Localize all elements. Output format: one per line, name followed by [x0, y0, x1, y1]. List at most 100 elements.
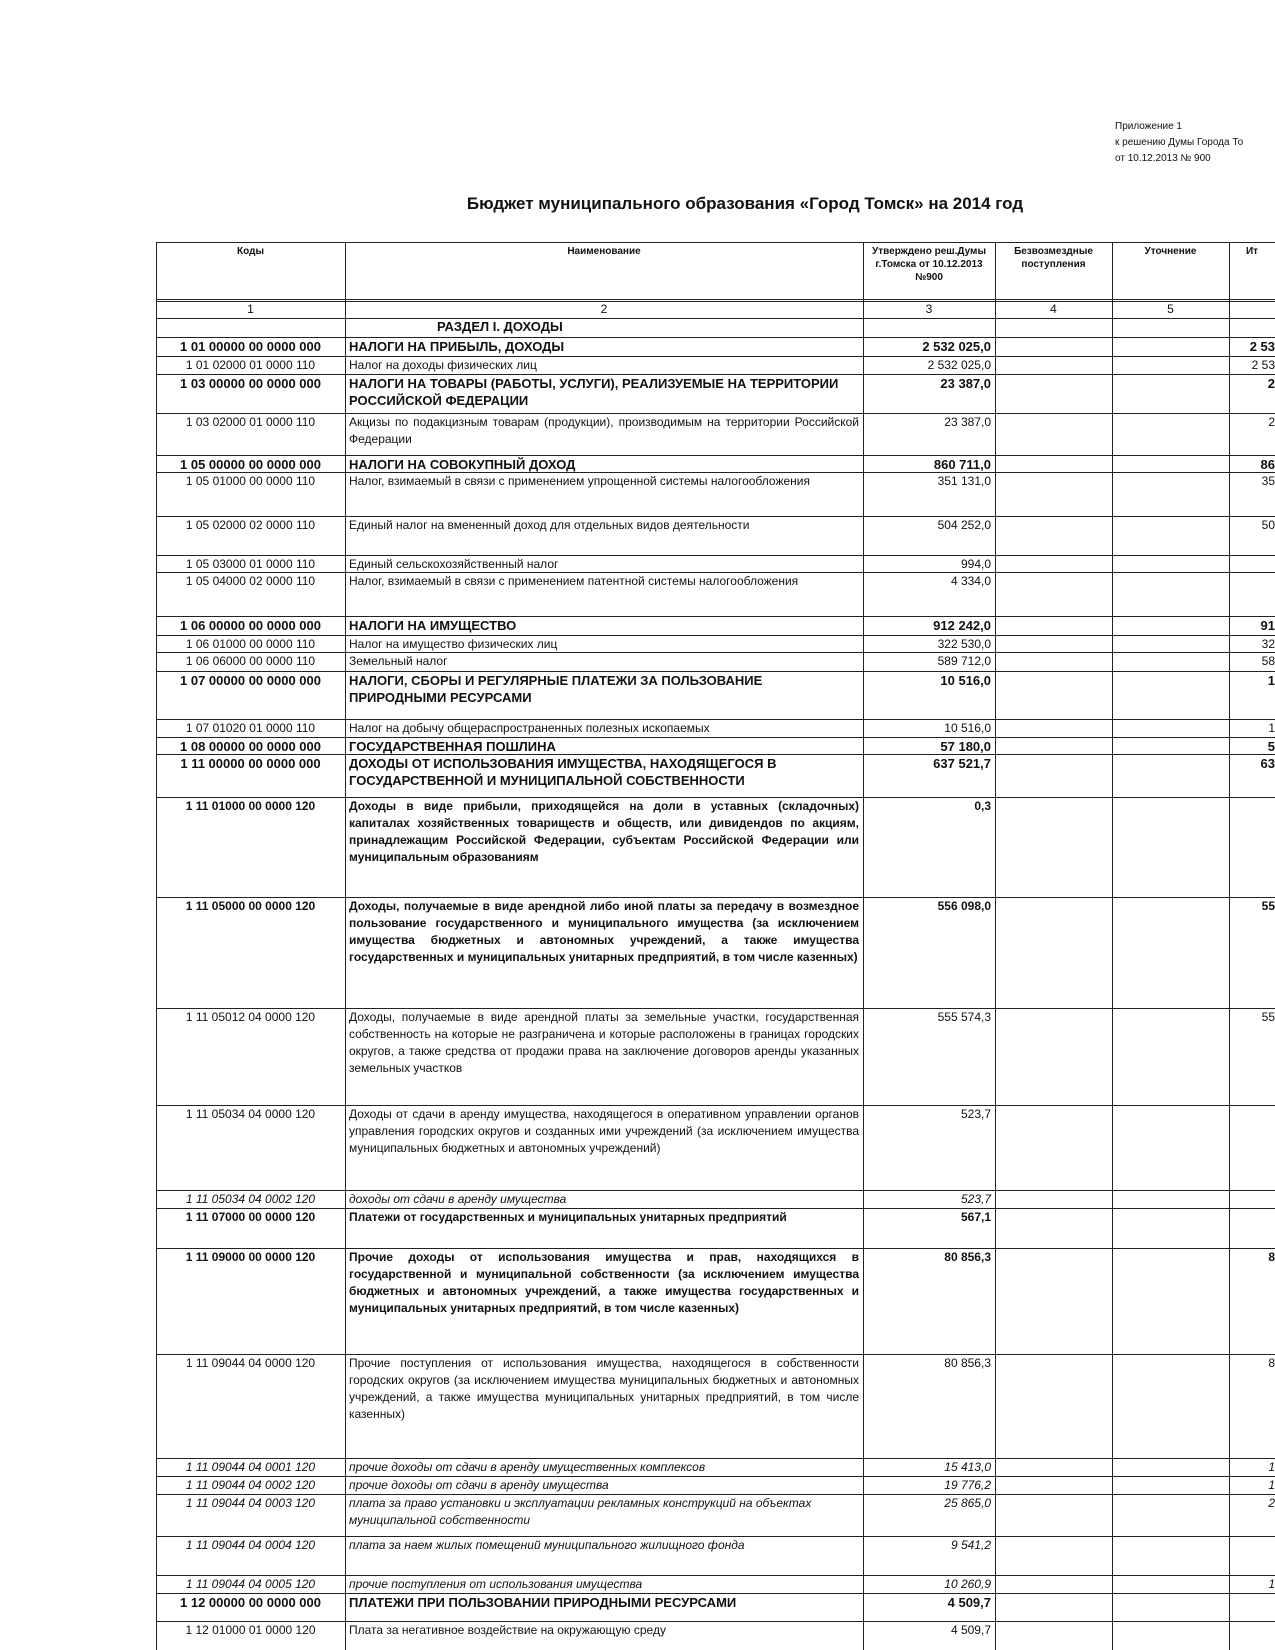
row-approved: 0,3: [974, 798, 991, 813]
row-line: [156, 1494, 1275, 1496]
row-name: Единый налог на вмененный доход для отде…: [349, 517, 750, 532]
row-line: [156, 412, 1275, 414]
row-approved: 9 541,2: [950, 1538, 991, 1553]
column-number: 1: [247, 301, 254, 316]
column-line: [863, 242, 864, 1650]
row-total: 1: [1268, 1478, 1275, 1493]
column-line: [995, 242, 996, 1650]
row-name: ГОСУДАРСТВЕННАЯ ПОШЛИНА: [349, 738, 556, 754]
row-total: 2 53: [1251, 357, 1275, 372]
row-total: 5: [1267, 738, 1275, 754]
row-name: НАЛОГИ НА СОВОКУПНЫЙ ДОХОД: [349, 456, 576, 472]
row-code: 1 05 03000 01 0000 110: [185, 556, 316, 571]
row-line: [156, 1536, 1275, 1538]
row-approved: 57 180,0: [940, 738, 991, 754]
row-approved: 523,7: [960, 1106, 991, 1121]
row-name: НАЛОГИ НА ПРИБЫЛЬ, ДОХОДЫ: [349, 338, 565, 354]
row-name: Платежи от государственных и муниципальн…: [349, 1210, 787, 1225]
row-line: [156, 336, 1275, 338]
row-code: 1 12 00000 00 0000 000: [180, 1595, 321, 1611]
row-approved: 556 098,0: [937, 898, 991, 913]
row-total: 2: [1268, 414, 1275, 429]
row-name: плата за право установки и эксплуатации …: [349, 1496, 812, 1528]
row-line: [156, 1593, 1275, 1595]
row-line: [156, 242, 1275, 244]
row-line: [156, 373, 1275, 375]
row-name: Доходы, получаемые в виде арендной платы…: [349, 1010, 859, 1076]
row-line: [156, 796, 1275, 798]
row-code: 1 05 04000 02 0000 110: [185, 574, 316, 589]
row-approved: 19 776,2: [944, 1478, 991, 1493]
row-approved: 567,1: [960, 1210, 991, 1225]
row-name: Доходы в виде прибыли, приходящейся на д…: [349, 798, 859, 864]
row-code: 1 07 00000 00 0000 000: [180, 673, 321, 689]
row-name: прочие доходы от сдачи в аренду имуществ…: [349, 1460, 706, 1475]
row-approved: 23 387,0: [940, 375, 991, 391]
row-name: Акцизы по подакцизным товарам (продукции…: [349, 414, 859, 446]
row-approved: 4 334,0: [950, 574, 991, 589]
column-line: [345, 242, 346, 1650]
row-line: [156, 1458, 1275, 1460]
row-line: [156, 472, 1275, 474]
row-line: [156, 554, 1275, 556]
row-approved: 10 516,0: [944, 720, 991, 735]
row-approved: 555 574,3: [937, 1010, 991, 1025]
row-name: НАЛОГИ НА ИМУЩЕСТВО: [349, 617, 517, 633]
column-number: 3: [925, 301, 933, 316]
row-total: 2: [1268, 1496, 1275, 1511]
row-line: [156, 652, 1275, 654]
row-line: [156, 1104, 1275, 1106]
row-line: [156, 454, 1275, 456]
row-line: [156, 572, 1275, 574]
row-code: 1 06 06000 00 0000 110: [185, 654, 316, 669]
row-code: 1 05 01000 00 0000 110: [185, 474, 316, 489]
row-line: [156, 1476, 1275, 1478]
row-approved: 10 260,9: [944, 1577, 991, 1592]
row-line: [156, 736, 1275, 738]
document-title: Бюджет муниципального образования «Город…: [466, 194, 1024, 213]
row-code: 1 01 02000 01 0000 110: [185, 357, 316, 372]
row-approved: 351 131,0: [937, 474, 991, 489]
row-code: 1 08 00000 00 0000 000: [180, 738, 321, 754]
row-approved: 80 856,3: [944, 1250, 991, 1265]
row-approved: 15 413,0: [944, 1460, 991, 1475]
row-name: доходы от сдачи в аренду имущества: [349, 1192, 567, 1207]
row-name: Налог, взимаемый в связи с применением у…: [349, 474, 810, 489]
row-line: [156, 1620, 1275, 1622]
row-approved: 2 532 025,0: [927, 357, 991, 372]
row-line: [156, 896, 1275, 898]
row-name: Налог на доходы физических лиц: [349, 357, 537, 372]
row-code: 1 11 07000 00 0000 120: [185, 1210, 316, 1225]
row-line: [156, 718, 1275, 720]
row-name: НАЛОГИ НА ТОВАРЫ (РАБОТЫ, УСЛУГИ), РЕАЛИ…: [349, 375, 839, 408]
row-approved: 80 856,3: [944, 1356, 991, 1371]
section-title: РАЗДЕЛ I. ДОХОДЫ: [437, 318, 563, 334]
row-total: 2 53: [1249, 338, 1275, 354]
row-code: 1 11 05000 00 0000 120: [185, 898, 316, 913]
row-approved: 322 530,0: [937, 636, 991, 651]
row-approved: 10 516,0: [940, 673, 991, 689]
appendix-date: от 10.12.2013 № 900: [1115, 153, 1211, 164]
row-total: 2: [1267, 375, 1275, 391]
row-total: 63: [1260, 756, 1275, 772]
row-line: [156, 754, 1275, 756]
row-approved: 4 509,7: [947, 1595, 991, 1611]
row-name: плата за наем жилых помещений муниципаль…: [349, 1538, 745, 1553]
row-code: 1 11 09044 04 0001 120: [185, 1460, 316, 1475]
column-number: 4: [1050, 301, 1057, 316]
row-code: 1 01 00000 00 0000 000: [180, 338, 321, 354]
row-line: [156, 1575, 1275, 1577]
row-name: ДОХОДЫ ОТ ИСПОЛЬЗОВАНИЯ ИМУЩЕСТВА, НАХОД…: [349, 756, 777, 789]
column-header: Уточнение: [1144, 246, 1197, 258]
column-header: Утверждено реш.Думы г.Томска от 10.12.20…: [872, 246, 986, 284]
row-code: 1 05 02000 02 0000 110: [185, 517, 316, 532]
column-line: [1229, 242, 1230, 1650]
row-name: ПЛАТЕЖИ ПРИ ПОЛЬЗОВАНИИ ПРИРОДНЫМИ РЕСУР…: [349, 1595, 737, 1611]
row-name: НАЛОГИ, СБОРЫ И РЕГУЛЯРНЫЕ ПЛАТЕЖИ ЗА ПО…: [349, 673, 763, 706]
row-line: [156, 1190, 1275, 1192]
row-code: 1 11 09044 04 0004 120: [185, 1538, 316, 1553]
row-code: 1 06 01000 00 0000 110: [185, 636, 316, 651]
row-total: 8: [1268, 1250, 1275, 1265]
row-line: [156, 615, 1275, 617]
column-number: 5: [1167, 301, 1174, 316]
